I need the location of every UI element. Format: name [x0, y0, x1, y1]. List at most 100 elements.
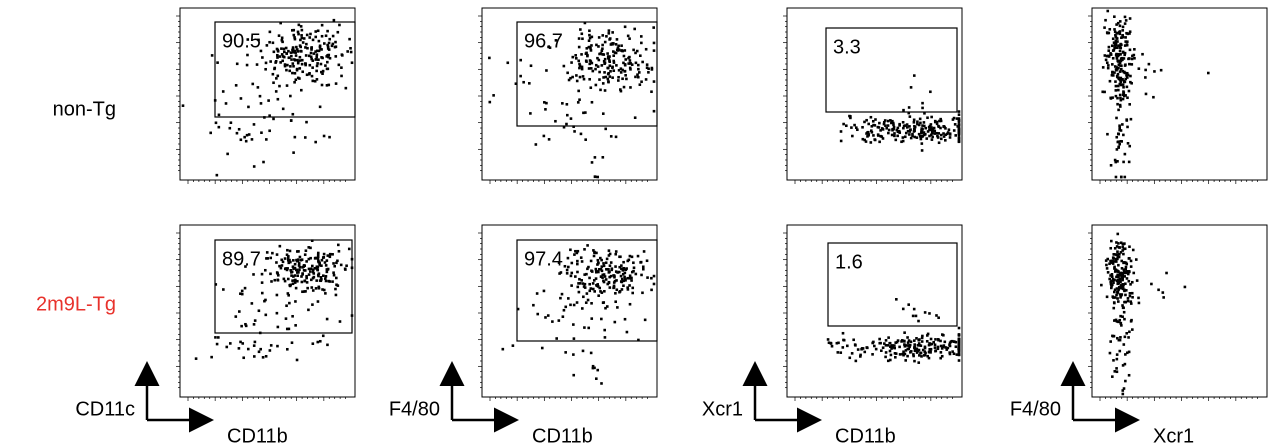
event-dot — [286, 257, 290, 261]
event-dot — [617, 68, 621, 72]
event-dot — [1183, 285, 1187, 289]
event-dot — [599, 256, 602, 260]
event-dot — [1106, 132, 1109, 136]
event-dot — [590, 301, 593, 305]
event-dot — [578, 66, 581, 70]
event-dot — [894, 138, 898, 142]
event-dot — [956, 125, 960, 128]
event-dot — [1116, 102, 1119, 106]
panel: 89.7 — [176, 224, 356, 401]
event-dot — [272, 81, 275, 85]
event-dot — [1118, 124, 1121, 128]
event-dot — [620, 288, 624, 291]
event-dot — [309, 51, 313, 55]
event-dot — [285, 327, 289, 331]
event-dot — [1144, 92, 1148, 96]
event-dot — [1121, 271, 1125, 275]
event-dot — [349, 50, 353, 54]
event-dot — [283, 279, 287, 283]
event-dot — [1118, 126, 1122, 130]
event-dot — [927, 356, 931, 360]
event-dot — [309, 32, 312, 36]
event-dot — [346, 50, 349, 53]
event-dot — [1114, 68, 1118, 71]
event-dot — [307, 246, 311, 249]
event-dot — [1152, 95, 1155, 99]
event-dot — [931, 128, 935, 132]
event-dot — [1109, 53, 1113, 56]
event-dot — [1118, 93, 1122, 97]
event-dot — [601, 273, 605, 277]
event-dot — [609, 274, 613, 278]
event-dot — [544, 316, 547, 319]
event-dot — [900, 140, 903, 144]
event-dot — [634, 272, 638, 276]
event-dot — [912, 353, 915, 356]
event-dot — [614, 135, 618, 139]
event-dot — [622, 54, 626, 58]
event-dot — [272, 117, 275, 121]
event-dot — [276, 344, 279, 348]
event-dot — [266, 257, 270, 260]
event-dot — [939, 126, 942, 130]
event-dot — [923, 350, 927, 353]
event-dot — [314, 50, 317, 53]
event-dot — [1122, 91, 1126, 95]
event-dot — [937, 132, 941, 135]
event-dot — [871, 119, 875, 123]
event-dot — [582, 295, 585, 299]
event-dot — [1122, 310, 1126, 314]
event-dot — [909, 136, 913, 140]
event-dot — [291, 265, 295, 269]
event-dot — [1133, 56, 1136, 60]
event-dot — [1111, 37, 1115, 41]
event-dot — [561, 315, 565, 318]
event-dot — [243, 286, 247, 290]
event-dot — [933, 132, 937, 135]
event-dot — [535, 292, 539, 295]
event-dot — [948, 343, 951, 346]
event-dot — [585, 51, 588, 55]
event-dot — [623, 49, 627, 52]
event-dot — [1117, 77, 1121, 81]
event-dot — [1114, 319, 1117, 322]
event-dot — [1118, 46, 1121, 49]
event-dot — [926, 116, 929, 120]
event-dot — [645, 66, 649, 70]
event-dot — [1119, 294, 1123, 297]
event-dot — [311, 303, 314, 306]
event-dot — [291, 48, 294, 52]
event-dot — [925, 339, 929, 343]
event-dot — [880, 135, 884, 138]
event-dot — [1114, 257, 1118, 261]
event-dot — [945, 132, 949, 136]
event-dot — [581, 282, 585, 285]
event-dot — [939, 117, 942, 121]
event-dot — [1116, 270, 1120, 273]
event-dot — [596, 258, 600, 262]
event-dot — [944, 139, 947, 142]
event-dot — [945, 348, 949, 351]
event-dot — [286, 267, 289, 270]
event-dot — [1115, 66, 1119, 69]
event-dot — [613, 275, 616, 279]
event-dot — [1117, 88, 1120, 92]
event-dot — [1125, 277, 1129, 280]
event-dot — [1114, 46, 1118, 49]
event-dot — [587, 326, 591, 330]
event-dot — [1124, 271, 1128, 275]
event-dot — [867, 134, 870, 137]
event-dot — [881, 137, 885, 140]
event-dot — [1109, 97, 1113, 100]
event-dot — [906, 341, 910, 344]
event-dot — [630, 276, 633, 280]
event-dot — [1111, 96, 1114, 99]
event-dot — [604, 75, 608, 79]
event-dot — [1137, 301, 1141, 305]
event-dot — [870, 131, 874, 134]
event-dot — [279, 61, 282, 64]
event-dot — [846, 344, 849, 348]
panel: 97.4 — [478, 224, 658, 401]
event-dot — [592, 254, 596, 258]
event-dot — [630, 270, 634, 274]
